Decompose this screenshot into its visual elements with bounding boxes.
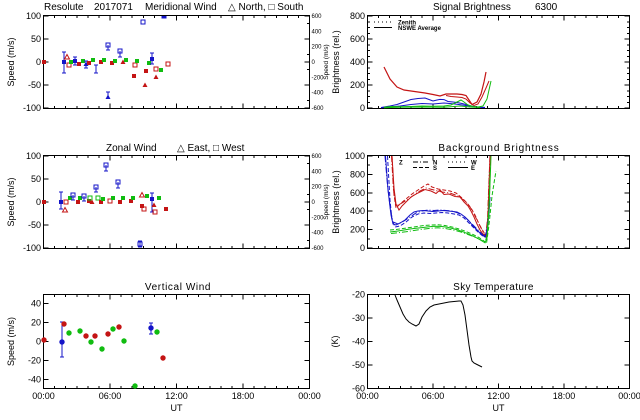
svg-text:Meridional Wind: Meridional Wind [145, 2, 217, 13]
svg-text:200: 200 [350, 225, 365, 235]
svg-text:N: N [433, 161, 437, 167]
svg-text:S: S [433, 166, 437, 172]
svg-text:-40: -40 [28, 375, 41, 385]
svg-text:-200: -200 [312, 215, 325, 221]
svg-text:△ North, □ South: △ North, □ South [228, 2, 303, 13]
svg-text:Resolute: Resolute [44, 2, 84, 13]
svg-text:UT: UT [493, 403, 505, 413]
svg-text:-50: -50 [28, 220, 41, 230]
svg-text:W: W [471, 161, 477, 167]
svg-text:NSWE Average: NSWE Average [398, 26, 442, 32]
svg-text:00:00: 00:00 [356, 391, 379, 401]
svg-text:800: 800 [350, 169, 365, 179]
svg-text:200: 200 [312, 45, 323, 51]
svg-text:Signal Brightness: Signal Brightness [433, 2, 511, 13]
svg-text:0: 0 [36, 337, 41, 347]
svg-text:-600: -600 [312, 246, 325, 252]
svg-text:12:00: 12:00 [165, 391, 188, 401]
svg-text:Speed (m/s): Speed (m/s) [6, 177, 16, 226]
svg-text:600: 600 [350, 188, 365, 198]
svg-text:18:00: 18:00 [553, 391, 576, 401]
svg-text:200: 200 [350, 80, 365, 90]
svg-text:Zenith: Zenith [398, 21, 416, 27]
svg-text:100: 100 [26, 11, 41, 21]
svg-text:-30: -30 [352, 313, 365, 323]
svg-text:-40: -40 [352, 337, 365, 347]
svg-text:Vertical Wind: Vertical Wind [145, 282, 211, 293]
svg-text:Z: Z [399, 161, 403, 167]
svg-text:0: 0 [360, 243, 365, 253]
svg-text:Speed (m/s): Speed (m/s) [6, 317, 16, 366]
svg-text:12:00: 12:00 [487, 391, 510, 401]
svg-text:-600: -600 [312, 106, 325, 112]
svg-text:06:00: 06:00 [422, 391, 445, 401]
svg-text:600: 600 [312, 14, 323, 20]
svg-text:200: 200 [312, 185, 323, 191]
svg-text:1000: 1000 [345, 151, 365, 161]
svg-text:Background Brightness: Background Brightness [438, 143, 559, 154]
svg-text:Brightness (rel.): Brightness (rel.) [331, 30, 341, 94]
svg-text:Speed (m/s): Speed (m/s) [6, 37, 16, 86]
svg-text:50: 50 [31, 174, 41, 184]
svg-text:-400: -400 [312, 231, 325, 237]
svg-text:-200: -200 [312, 75, 325, 81]
svg-text:-100: -100 [23, 243, 41, 253]
svg-text:-50: -50 [28, 80, 41, 90]
svg-text:800: 800 [350, 11, 365, 21]
svg-text:600: 600 [312, 154, 323, 160]
svg-text:0: 0 [36, 57, 41, 67]
svg-text:18:00: 18:00 [232, 391, 255, 401]
svg-text:400: 400 [312, 29, 323, 35]
svg-text:00:00: 00:00 [618, 391, 640, 401]
svg-text:0: 0 [312, 200, 316, 206]
svg-text:0: 0 [312, 60, 316, 66]
svg-text:06:00: 06:00 [99, 391, 122, 401]
svg-text:20: 20 [31, 317, 41, 327]
svg-text:400: 400 [350, 206, 365, 216]
svg-text:E: E [471, 166, 475, 172]
svg-text:6300: 6300 [535, 2, 558, 13]
svg-text:Brightness (rel.): Brightness (rel.) [331, 170, 341, 234]
svg-text:00:00: 00:00 [32, 391, 55, 401]
svg-text:-60: -60 [352, 384, 365, 394]
svg-text:Speed (m/s): Speed (m/s) [323, 44, 330, 79]
svg-text:40: 40 [31, 298, 41, 308]
svg-text:UT: UT [171, 403, 183, 413]
svg-text:(K): (K) [330, 336, 340, 348]
svg-text:-50: -50 [352, 360, 365, 370]
svg-text:400: 400 [350, 57, 365, 67]
svg-text:-400: -400 [312, 91, 325, 97]
svg-text:Speed (m/s): Speed (m/s) [323, 184, 330, 219]
svg-text:0: 0 [360, 103, 365, 113]
svg-text:0: 0 [36, 197, 41, 207]
svg-text:00:00: 00:00 [298, 391, 321, 401]
svg-text:2017071: 2017071 [94, 2, 133, 13]
svg-text:600: 600 [350, 34, 365, 44]
svg-text:-20: -20 [352, 290, 365, 300]
svg-text:△ East, □ West: △ East, □ West [177, 143, 245, 154]
svg-text:100: 100 [26, 151, 41, 161]
svg-text:-100: -100 [23, 103, 41, 113]
svg-text:400: 400 [312, 169, 323, 175]
svg-text:Sky Temperature: Sky Temperature [453, 282, 534, 293]
svg-text:50: 50 [31, 34, 41, 44]
svg-text:-20: -20 [28, 356, 41, 366]
svg-text:Zonal Wind: Zonal Wind [106, 143, 157, 154]
